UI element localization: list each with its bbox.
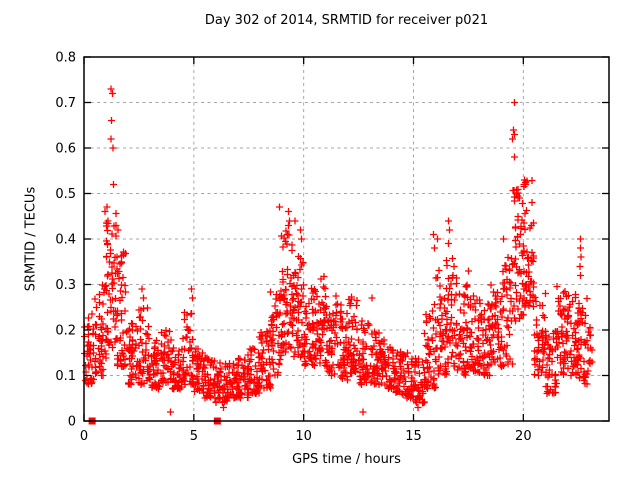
x-tick-label: 15 bbox=[405, 429, 422, 444]
y-tick-label: 0 bbox=[68, 415, 76, 430]
y-tick-label: 0.7 bbox=[55, 96, 76, 111]
y-tick-label: 0.8 bbox=[55, 51, 76, 66]
y-tick-label: 0.1 bbox=[55, 369, 76, 384]
chart-title: Day 302 of 2014, SRMTID for receiver p02… bbox=[204, 13, 489, 28]
x-axis-label: GPS time / hours bbox=[292, 452, 401, 467]
y-tick-label: 0.6 bbox=[55, 142, 76, 157]
x-tick-label: 5 bbox=[190, 429, 198, 444]
scatter-points bbox=[81, 85, 596, 416]
x-tick-label: 0 bbox=[80, 429, 88, 444]
y-tick-label: 0.3 bbox=[55, 278, 76, 293]
y-tick-label: 0.5 bbox=[55, 187, 76, 202]
x-tick-label: 20 bbox=[515, 429, 532, 444]
y-axis-label: SRMTID / TECUs bbox=[23, 186, 39, 292]
y-tick-label: 0.2 bbox=[55, 324, 76, 339]
x-tick-label: 10 bbox=[295, 429, 312, 444]
y-tick-label: 0.4 bbox=[55, 233, 76, 248]
